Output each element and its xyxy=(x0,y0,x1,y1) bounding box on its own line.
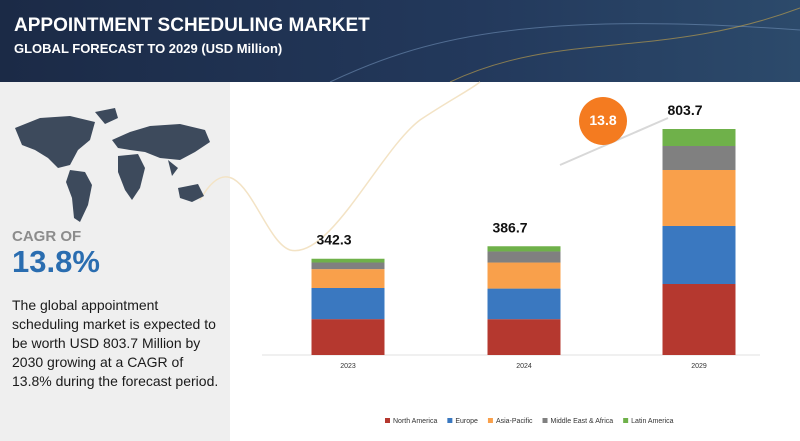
decor-line xyxy=(199,81,481,252)
bar-segment xyxy=(487,246,561,252)
total-label: 342.3 xyxy=(316,232,351,248)
legend-swatch xyxy=(487,418,493,423)
bar-segment xyxy=(487,319,561,355)
x-tick-label: 2029 xyxy=(691,363,707,370)
legend-swatch xyxy=(542,418,548,423)
cagr-badge xyxy=(579,97,627,145)
cagr-value: 13.8% xyxy=(12,244,100,279)
cagr-badge-label: 13.8 xyxy=(589,112,616,128)
bar-segment xyxy=(662,169,736,226)
bar-segment xyxy=(662,283,736,355)
title: APPOINTMENT SCHEDULING MARKET xyxy=(14,15,370,36)
bar-segment xyxy=(487,288,561,320)
header-band xyxy=(0,0,800,82)
bar-segment xyxy=(662,129,736,147)
bar-segment xyxy=(311,287,385,320)
bar-segment xyxy=(662,225,736,284)
x-tick-label: 2024 xyxy=(516,363,532,370)
bar-segment xyxy=(311,319,385,355)
subtitle: GLOBAL FORECAST TO 2029 (USD Million) xyxy=(14,41,282,56)
world-map xyxy=(15,108,210,222)
legend-label: Europe xyxy=(455,418,478,425)
legend-swatch xyxy=(623,418,629,423)
legend-swatch xyxy=(385,418,390,423)
total-label: 386.7 xyxy=(492,219,527,235)
bar-segment xyxy=(487,251,561,263)
decor-line xyxy=(329,23,800,83)
legend-label: Asia-Pacific xyxy=(496,418,533,425)
bar-segment xyxy=(662,146,736,170)
legend-label: Middle East & Africa xyxy=(551,418,614,425)
bar-segment xyxy=(311,269,385,288)
legend-swatch xyxy=(447,418,453,423)
bar-segment xyxy=(487,262,561,289)
bar-segment xyxy=(311,258,385,263)
description: The global appointment scheduling market… xyxy=(12,297,219,389)
total-label: 803.7 xyxy=(667,102,702,118)
x-tick-label: 2023 xyxy=(340,363,356,370)
legend-label: North America xyxy=(393,418,437,425)
legend-label: Latin America xyxy=(631,418,674,425)
bar-segment xyxy=(311,262,385,270)
cagr-label: CAGR OF xyxy=(12,228,81,245)
decor-line xyxy=(449,7,800,83)
